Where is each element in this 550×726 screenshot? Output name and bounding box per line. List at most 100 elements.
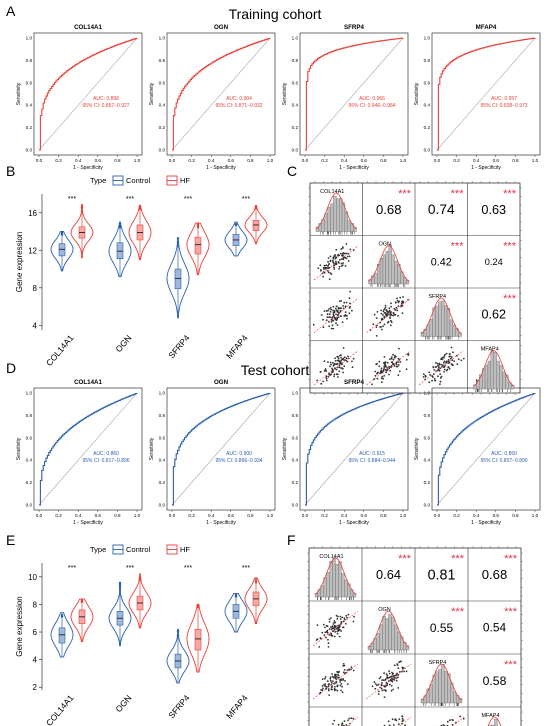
scatter-point [382,314,384,316]
histogram-bar [441,663,445,704]
scatter-point [397,687,400,689]
scatter-point [332,262,335,264]
scatter-point [329,310,332,313]
roc-title: OGN [214,24,229,31]
scatter-point [388,307,391,310]
plot-frame [166,32,276,156]
scatter-point [385,371,387,374]
scatter-point [428,381,431,384]
scatter-point [450,346,453,349]
y-axis-label: Sensitivity [149,437,155,460]
scatter-point [399,361,402,363]
x-tick-label: 1.0 [267,158,274,163]
y-tick-label: 0.4 [26,103,33,108]
scatter-point [397,723,400,726]
histogram-bar [335,563,339,598]
histogram-bar [327,206,331,232]
scatter-point [339,618,342,620]
correlation-value: 0.58 [483,674,507,688]
plot-frame [299,387,409,511]
scatter-point [331,367,333,370]
scatter-point [324,677,326,680]
auc-label: AUC: 0.900 [226,451,252,457]
scatter-point [393,664,396,667]
scatter-point [390,356,393,359]
scatter-point [327,271,330,274]
scatter-point [391,718,394,721]
scatter-point [331,316,334,319]
scatter-point [450,363,453,365]
scatter-point [398,370,401,373]
scatter-point [398,359,401,361]
scatter-point [387,311,390,313]
scatter-point [401,666,404,669]
scatter-point [403,670,405,673]
ci-label: 95% CI: 0.866−0.934 [215,458,262,464]
scatter-point [333,314,335,317]
section-title-test: Test cohort [241,362,310,378]
scatter-point [386,321,389,324]
outlier-point [254,580,258,584]
histogram-bar [429,319,433,337]
histogram-bar [449,319,453,337]
auc-label: AUC: 0.860 [93,451,119,457]
scatter-point [334,674,337,677]
scatter-point [325,370,328,372]
scatter-point [434,366,437,368]
scatter-point [323,264,326,267]
x-tick-label: 0.2 [321,513,328,518]
scatter-point [340,248,343,251]
violin-panel-test: Type Control HF 2 4 6 8 10 Gene expression *** COL… [15,544,268,726]
scatter-point [342,663,345,665]
scatter-point [346,669,349,671]
scatter-point [397,315,399,317]
scatter-point [335,305,338,308]
scatter-point [342,262,344,264]
plot-frame [431,32,541,156]
outlier-point [234,594,238,597]
scatter-point [319,371,322,373]
scatter-point [432,376,434,378]
y-tick-label: 0.6 [424,435,431,440]
x-tick-label: 1.0 [400,158,407,163]
scatter-point [377,693,380,695]
scatter-point [345,301,348,304]
outlier-point [196,605,200,608]
violin-col14a1-control [50,231,74,272]
diagonal-reference [38,392,138,506]
correlation-value: 0.74 [428,202,455,217]
histogram-bar [379,624,383,651]
y-tick-label: 0.6 [292,80,299,85]
scatter-point [378,360,381,363]
x-tick-label: 0.6 [493,513,500,518]
y-tick-label: 0.0 [26,148,33,153]
scatter-point [345,724,348,726]
scatter-point [448,355,451,358]
scatter-point [398,347,400,350]
scatter-point [342,347,345,349]
scatter-point [334,685,336,688]
scatter-point [329,374,332,376]
scatter-point [439,380,442,383]
scatter-point [384,304,387,307]
scatter-point [443,368,446,371]
scatter-point [349,248,352,251]
scatter-point [445,352,448,355]
scatter-point [380,367,383,370]
scatter-point [334,254,337,256]
scatter-point [402,667,405,669]
histogram-bar [329,561,333,598]
x-tick-label: 0.6 [361,158,368,163]
scatter-point [394,718,397,721]
y-tick-label: 0.4 [424,103,431,108]
scatter-point [401,718,404,720]
scatter-point [330,681,333,684]
scatter-point [381,682,383,684]
x-tick-label: 0.8 [512,158,519,163]
x-tick-label: 0.4 [473,513,480,518]
correlation-stars: *** [504,553,518,565]
scatter-point [396,309,399,312]
scatter-point [342,665,344,667]
scatter-point [435,362,437,364]
scatter-point [448,719,451,722]
